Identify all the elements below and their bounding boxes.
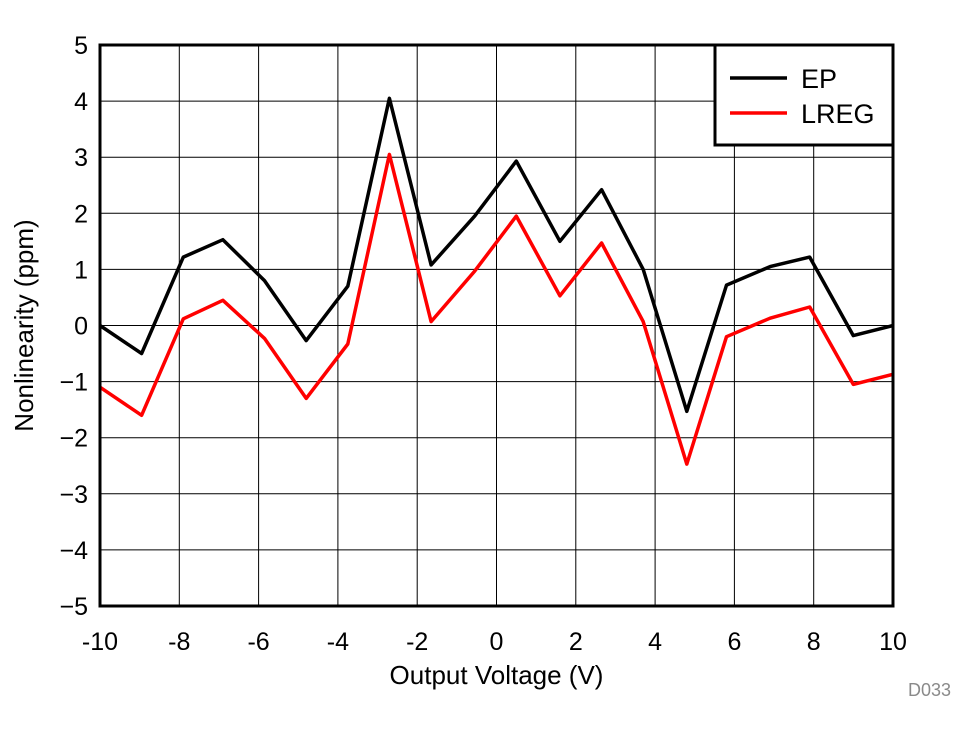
figure-id: D033	[908, 680, 951, 700]
legend-box	[715, 45, 893, 145]
y-axis-tick-labels: −5 −4 −3 −2 −1 0 1 2 3 4 5	[59, 32, 88, 621]
x-tick-label: 6	[727, 628, 741, 656]
x-tick-label: 8	[807, 628, 821, 656]
x-tick-label: 2	[569, 628, 583, 656]
y-tick-label: −2	[59, 425, 88, 453]
x-tick-label: -4	[327, 628, 349, 656]
x-tick-label: -8	[168, 628, 190, 656]
y-tick-label: −5	[59, 593, 88, 621]
x-tick-label: -10	[82, 628, 118, 656]
legend-label-lreg: LREG	[801, 99, 875, 129]
x-axis-title: Output Voltage (V)	[390, 660, 604, 690]
legend: EP LREG	[715, 45, 893, 145]
x-tick-label: 0	[490, 628, 504, 656]
y-axis-title: Nonlinearity (ppm)	[9, 219, 39, 431]
x-axis-tick-labels: -10 -8 -6 -4 -2 0 2 4 6 8 10	[82, 628, 907, 656]
legend-label-ep: EP	[801, 64, 837, 94]
y-tick-label: 4	[74, 88, 88, 116]
y-tick-label: −3	[59, 481, 88, 509]
x-tick-label: -6	[247, 628, 269, 656]
y-tick-label: 3	[74, 144, 88, 172]
y-tick-label: 1	[74, 256, 88, 284]
y-tick-label: 5	[74, 32, 88, 60]
y-tick-label: 0	[74, 313, 88, 341]
x-tick-label: 10	[879, 628, 907, 656]
x-tick-label: -2	[406, 628, 428, 656]
y-tick-label: 2	[74, 200, 88, 228]
y-tick-label: −1	[59, 369, 88, 397]
y-tick-label: −4	[59, 537, 88, 565]
x-tick-label: 4	[648, 628, 662, 656]
